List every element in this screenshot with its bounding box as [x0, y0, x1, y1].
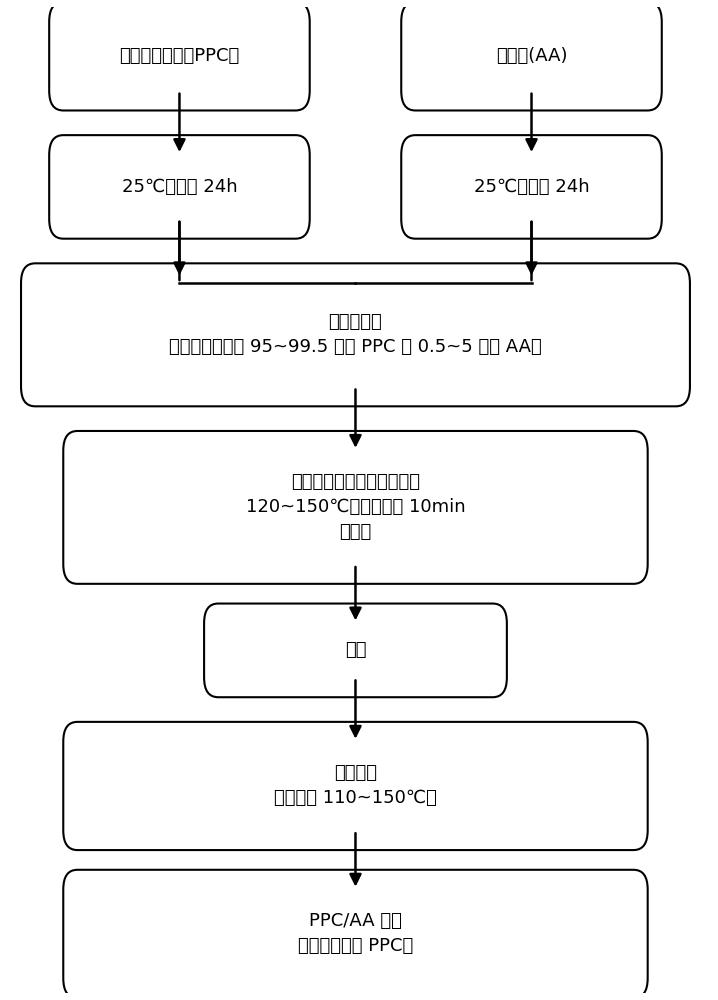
- FancyBboxPatch shape: [204, 604, 507, 697]
- FancyBboxPatch shape: [21, 263, 690, 406]
- Text: 氨基酸(AA): 氨基酸(AA): [495, 47, 567, 65]
- FancyBboxPatch shape: [63, 722, 648, 850]
- FancyBboxPatch shape: [401, 2, 662, 110]
- Text: 聚碳酸亚丙酯（PPC）: 聚碳酸亚丙酯（PPC）: [119, 47, 240, 65]
- FancyBboxPatch shape: [50, 2, 309, 110]
- Text: 均匀的混合
（质量份分别为 95~99.5 份的 PPC 和 0.5~5 份的 AA）: 均匀的混合 （质量份分别为 95~99.5 份的 PPC 和 0.5~5 份的 …: [169, 313, 542, 356]
- Text: PPC/AA 薄膜
（一改次性的 PPC）: PPC/AA 薄膜 （一改次性的 PPC）: [298, 912, 413, 955]
- FancyBboxPatch shape: [63, 431, 648, 584]
- FancyBboxPatch shape: [63, 870, 648, 998]
- Text: 25℃下干燥 24h: 25℃下干燥 24h: [121, 178, 237, 196]
- Text: 在双螺杆挤出机中在温度为
120~150℃下熔融共混 10min
后挤出: 在双螺杆挤出机中在温度为 120~150℃下熔融共混 10min 后挤出: [246, 473, 465, 541]
- FancyBboxPatch shape: [50, 135, 309, 239]
- Text: 切粒: 切粒: [345, 641, 366, 659]
- Text: 25℃下干燥 24h: 25℃下干燥 24h: [474, 178, 589, 196]
- Text: 热压成膜
（温度为 110~150℃）: 热压成膜 （温度为 110~150℃）: [274, 764, 437, 807]
- FancyBboxPatch shape: [401, 135, 662, 239]
